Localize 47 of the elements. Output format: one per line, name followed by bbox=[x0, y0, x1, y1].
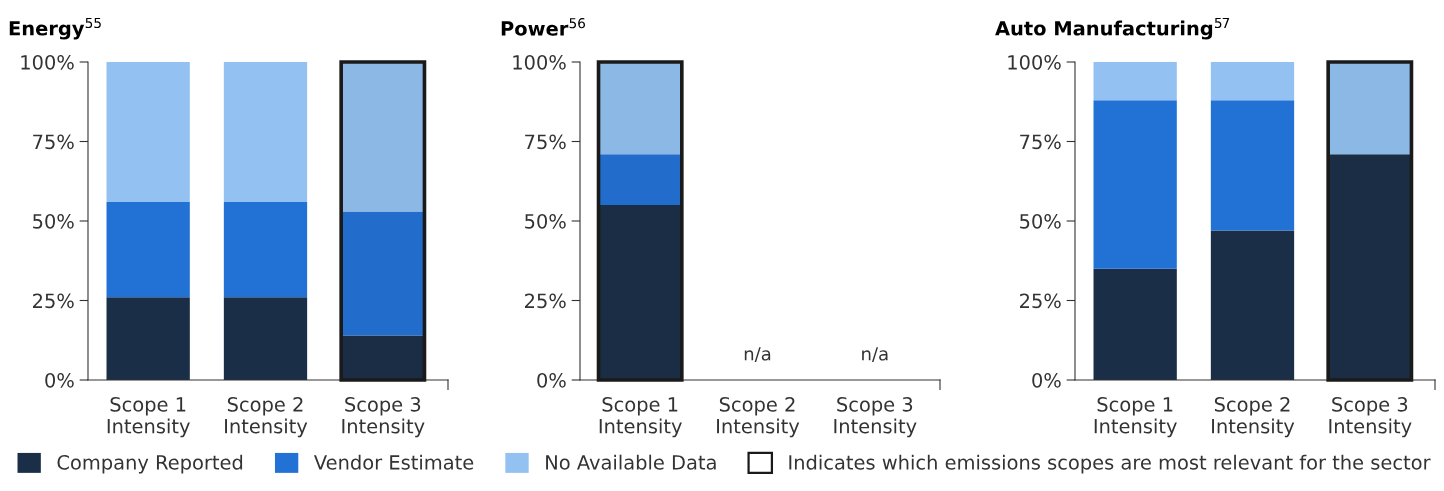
x-tick-label: Scope 2 Intensity bbox=[225, 397, 308, 438]
y-tick-label: 100% bbox=[21, 54, 74, 70]
x-tick-label: Scope 1 Intensity bbox=[107, 397, 190, 438]
bar bbox=[1328, 62, 1412, 155]
legend-label: Indicates which emissions scopes are most relevant for the sector bbox=[789, 454, 1431, 474]
bar bbox=[106, 297, 190, 380]
y-tick-label: 0% bbox=[537, 372, 566, 388]
y-tick-label: 0% bbox=[1032, 372, 1061, 388]
bar bbox=[223, 62, 308, 202]
legend-label: No Available Data bbox=[546, 454, 716, 470]
y-tick-label: 75% bbox=[33, 134, 74, 150]
bar bbox=[1093, 62, 1177, 101]
annotation: n/a bbox=[744, 347, 771, 363]
x-tick-label: Scope 2 Intensity bbox=[1212, 397, 1295, 438]
chart-title: Energy$^{55}$ bbox=[9, 17, 101, 40]
x-tick-label: Scope 3 Intensity bbox=[1329, 397, 1412, 438]
x-tick-label: Scope 2 Intensity bbox=[717, 397, 800, 438]
y-tick-label: 25% bbox=[33, 293, 74, 309]
x-tick-label: Scope 1 Intensity bbox=[1094, 397, 1177, 438]
y-tick-label: 50% bbox=[1020, 213, 1061, 229]
chart-title: Power$^{56}$ bbox=[501, 18, 585, 36]
bar bbox=[106, 62, 190, 202]
y-tick-label: 100% bbox=[1008, 54, 1061, 70]
y-tick-label: 25% bbox=[525, 293, 566, 309]
y-tick-label: 75% bbox=[525, 134, 566, 150]
bar bbox=[1210, 62, 1295, 101]
bar bbox=[1210, 230, 1295, 380]
x-tick-label: Scope 1 Intensity bbox=[599, 397, 682, 438]
bar bbox=[106, 201, 190, 298]
y-tick-label: 25% bbox=[1020, 293, 1061, 309]
bar bbox=[1093, 268, 1177, 380]
y-tick-label: 100% bbox=[513, 54, 566, 70]
annotation: n/a bbox=[862, 347, 888, 363]
y-tick-label: 50% bbox=[33, 213, 74, 229]
y-tick-label: 75% bbox=[1020, 134, 1061, 150]
y-tick-label: 50% bbox=[525, 213, 566, 229]
bar bbox=[341, 335, 425, 380]
x-tick-label: Scope 3 Intensity bbox=[834, 397, 917, 438]
bar bbox=[1093, 100, 1177, 269]
legend-label: Vendor Estimate bbox=[313, 454, 474, 470]
bar bbox=[223, 201, 308, 298]
bar bbox=[1210, 100, 1295, 231]
y-tick-label: 0% bbox=[45, 372, 74, 388]
chart-title: Auto Manufacturing$^{57}$ bbox=[995, 17, 1230, 40]
x-tick-label: Scope 3 Intensity bbox=[342, 397, 425, 438]
legend-label: Company Reported bbox=[57, 454, 243, 474]
bar bbox=[223, 297, 308, 380]
